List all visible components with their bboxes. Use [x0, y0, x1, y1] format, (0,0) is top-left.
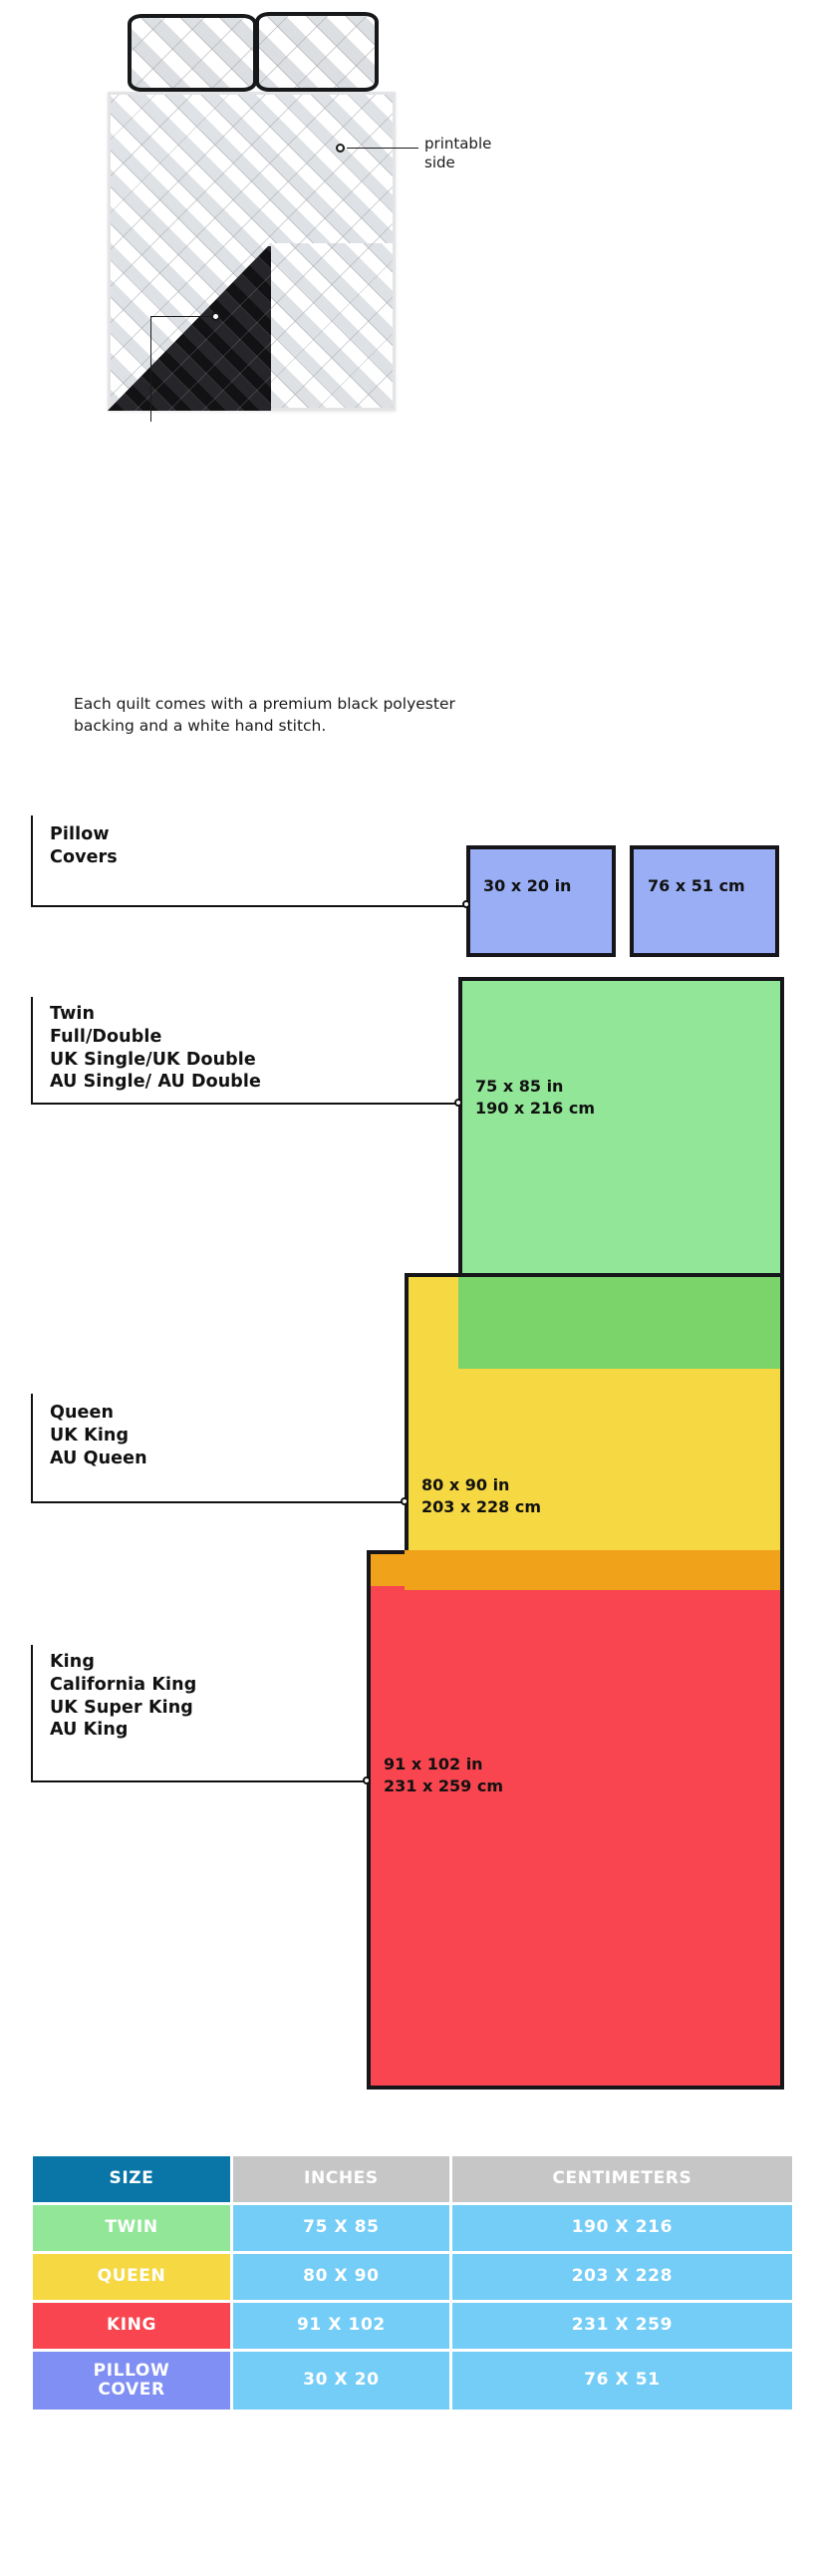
size-rect-pillow-inches — [466, 845, 616, 957]
callout-leader-line — [150, 316, 213, 318]
bracket-pillow-covers — [31, 815, 469, 908]
size-table: SIZE INCHES CENTIMETERS TWIN 75 X 85 190… — [30, 2153, 795, 2413]
group-label-line: AU Queen — [50, 1448, 147, 1468]
group-label-line: California King — [50, 1674, 197, 1695]
table-cell-inches: 91 X 102 — [233, 2303, 449, 2349]
quilt-illustration: printable side Each quilt comes with a p… — [0, 0, 825, 735]
bracket-queen — [31, 1394, 410, 1504]
table-cell-size: PILLOW COVER — [33, 2352, 230, 2410]
callout-dot-icon — [401, 1497, 409, 1505]
table-cell-size: QUEEN — [33, 2254, 230, 2300]
size-comparison-diagram: Pillow Covers 30 x 20 in 76 x 51 cm Twin… — [31, 815, 784, 2090]
quilt-front-panel — [271, 243, 396, 411]
callout-leader-line — [347, 148, 418, 150]
dimension-inches: 30 x 20 in — [483, 876, 572, 895]
table-cell-centimeters: 76 X 51 — [451, 2352, 792, 2410]
group-label-pillow-covers: Pillow Covers — [50, 823, 349, 869]
dimension-label-twin: 75 x 85 in 190 x 216 cm — [475, 1076, 595, 1120]
dimension-centimeters: 203 x 228 cm — [421, 1496, 541, 1516]
dimension-inches: 91 x 102 in — [384, 1755, 483, 1773]
size-rect-king — [367, 1550, 784, 2090]
dimension-centimeters: 231 x 259 cm — [384, 1775, 503, 1795]
table-row: QUEEN 80 X 90 203 X 228 — [33, 2254, 792, 2300]
table-header-row: SIZE INCHES CENTIMETERS — [33, 2156, 792, 2202]
table-cell-centimeters: 203 X 228 — [451, 2254, 792, 2300]
callout-leader-line — [150, 316, 152, 422]
table-row: TWIN 75 X 85 190 X 216 — [33, 2205, 792, 2251]
dimension-centimeters: 76 x 51 cm — [648, 876, 745, 895]
callout-dot-icon — [336, 144, 345, 153]
bracket-king — [31, 1645, 372, 1783]
table-header-inches: INCHES — [233, 2156, 449, 2202]
table-cell-centimeters: 231 X 259 — [451, 2303, 792, 2349]
printable-side-label: printable side — [424, 135, 534, 171]
table-cell-size-line2: COVER — [98, 2380, 165, 2400]
table-cell-inches: 30 X 20 — [233, 2352, 449, 2410]
dimension-label-queen: 80 x 90 in 203 x 228 cm — [421, 1474, 541, 1518]
pillow-icon — [128, 14, 257, 92]
bracket-twin — [31, 997, 461, 1106]
dimension-inches: 75 x 85 in — [475, 1077, 564, 1096]
dimension-inches: 80 x 90 in — [421, 1475, 510, 1494]
group-label-line: Pillow — [50, 824, 110, 844]
printable-side-label-line1: printable — [424, 135, 492, 153]
table-row: KING 91 X 102 231 X 259 — [33, 2303, 792, 2349]
dimension-label-pillow-centimeters: 76 x 51 cm — [648, 875, 745, 897]
group-label-king: King California King UK Super King AU Ki… — [50, 1651, 369, 1742]
pillow-icon — [255, 12, 379, 92]
group-label-twin: Twin Full/Double UK Single/UK Double AU … — [50, 1003, 389, 1094]
group-label-line: UK King — [50, 1425, 130, 1446]
table-cell-size: TWIN — [33, 2205, 230, 2251]
table-cell-inches: 75 X 85 — [233, 2205, 449, 2251]
group-label-line: AU Single/ AU Double — [50, 1072, 261, 1093]
group-label-line: UK Single/UK Double — [50, 1049, 256, 1070]
table-row: PILLOW COVER 30 X 20 76 X 51 — [33, 2352, 792, 2410]
table-cell-size-line1: PILLOW — [93, 2360, 170, 2381]
group-label-line: King — [50, 1652, 95, 1672]
group-label-queen: Queen UK King AU Queen — [50, 1402, 369, 1469]
quilt-caption: Each quilt comes with a premium black po… — [74, 695, 455, 736]
table-header-size: SIZE — [33, 2156, 230, 2202]
group-label-line: Covers — [50, 846, 118, 867]
dimension-label-pillow-inches: 30 x 20 in — [483, 875, 571, 897]
group-label-line: Queen — [50, 1403, 115, 1423]
printable-side-label-line2: side — [424, 153, 455, 171]
size-rect-twin — [458, 977, 784, 1283]
table-cell-centimeters: 190 X 216 — [451, 2205, 792, 2251]
table-cell-size: KING — [33, 2303, 230, 2349]
size-rect-pillow-centimeters — [630, 845, 779, 957]
group-label-line: UK Super King — [50, 1697, 193, 1718]
group-label-line: AU King — [50, 1720, 129, 1741]
table-header-centimeters: CENTIMETERS — [451, 2156, 792, 2202]
size-rect-queen — [405, 1273, 784, 1590]
callout-dot-icon — [363, 1776, 371, 1784]
table-cell-inches: 80 X 90 — [233, 2254, 449, 2300]
dimension-centimeters: 190 x 216 cm — [475, 1098, 595, 1118]
group-label-line: Full/Double — [50, 1026, 162, 1047]
group-label-line: Twin — [50, 1004, 96, 1024]
callout-dot-icon — [454, 1099, 462, 1107]
callout-dot-icon — [462, 900, 470, 908]
dimension-label-king: 91 x 102 in 231 x 259 cm — [384, 1754, 503, 1797]
